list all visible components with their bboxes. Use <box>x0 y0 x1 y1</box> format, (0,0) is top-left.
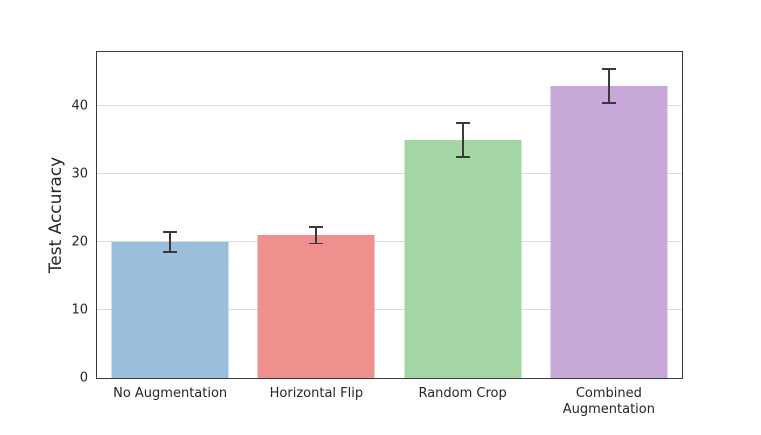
error-bar <box>169 231 172 253</box>
bar <box>111 242 229 378</box>
error-bar-cap <box>163 251 178 254</box>
gridline <box>97 241 682 243</box>
x-tick-label: Horizontal Flip <box>269 386 364 401</box>
x-tick-label: No Augmentation <box>113 386 228 401</box>
gridline <box>97 173 682 175</box>
y-tick-label: 30 <box>71 166 88 182</box>
error-bar-cap <box>455 122 470 125</box>
y-tick-label: 40 <box>71 98 88 114</box>
error-bar-cap <box>309 242 324 245</box>
bar <box>257 235 375 378</box>
x-tick-label: Random Crop <box>418 386 507 401</box>
gridline <box>97 309 682 311</box>
error-bar-cap <box>601 102 616 104</box>
y-tick-label: 10 <box>71 302 88 318</box>
bar-column: No Augmentation <box>97 52 243 401</box>
bar-column: Combined Augmentation <box>536 52 682 417</box>
bar <box>550 85 668 378</box>
bar <box>404 140 522 378</box>
error-bar-cap <box>455 156 470 159</box>
gridline <box>97 105 682 107</box>
error-bar-cap <box>163 231 178 233</box>
x-tick-label: Combined Augmentation <box>562 386 655 418</box>
bar-column: Horizontal Flip <box>243 52 389 401</box>
y-tick-label: 20 <box>71 234 88 250</box>
error-bar <box>315 227 318 244</box>
error-bar <box>461 123 464 158</box>
bar-columns: No Augmentation Horizontal Flip Random Cro… <box>97 52 682 417</box>
error-bar-cap <box>601 68 616 70</box>
error-bar <box>607 68 610 103</box>
y-tick-label: 0 <box>79 370 88 386</box>
plot-area: No Augmentation Horizontal Flip Random Cro… <box>71 51 683 417</box>
error-bar-cap <box>309 226 324 229</box>
y-axis-label: Test Accuracy <box>46 156 66 274</box>
bar-column: Random Crop <box>390 52 536 401</box>
